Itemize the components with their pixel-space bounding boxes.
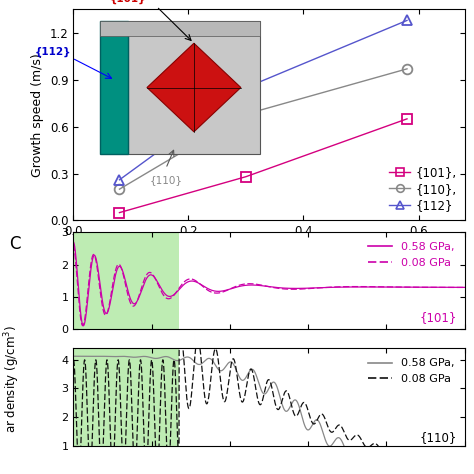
Legend: {101},, {110},, {112}: {101},, {110},, {112} <box>387 164 459 215</box>
Y-axis label: Growth speed (m/s): Growth speed (m/s) <box>31 53 44 177</box>
Text: ar density (g/cm$^3$): ar density (g/cm$^3$) <box>2 325 22 433</box>
Bar <box>73 348 179 446</box>
Legend: 0.58 GPa,, 0.08 GPa: 0.58 GPa,, 0.08 GPa <box>363 238 459 272</box>
Legend: 0.58 GPa,, 0.08 GPa: 0.58 GPa,, 0.08 GPa <box>363 354 459 388</box>
Text: {101}: {101} <box>419 310 456 324</box>
Bar <box>73 232 179 329</box>
Text: C: C <box>9 235 21 253</box>
X-axis label: Overpressure (GPa): Overpressure (GPa) <box>208 244 330 257</box>
Text: {110}: {110} <box>419 430 456 444</box>
